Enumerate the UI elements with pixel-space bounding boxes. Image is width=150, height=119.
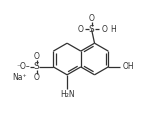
Text: S: S	[89, 25, 94, 34]
Text: H: H	[111, 25, 116, 34]
Text: O: O	[34, 73, 39, 82]
Text: O: O	[34, 52, 39, 61]
Text: ⁻O–: ⁻O–	[17, 62, 30, 71]
Text: S: S	[34, 62, 39, 71]
Text: Na⁺: Na⁺	[12, 73, 27, 82]
Text: OH: OH	[122, 62, 134, 71]
Text: O: O	[102, 25, 107, 34]
Text: H₂N: H₂N	[60, 90, 74, 99]
Text: O: O	[89, 14, 94, 23]
Text: O: O	[78, 25, 84, 34]
